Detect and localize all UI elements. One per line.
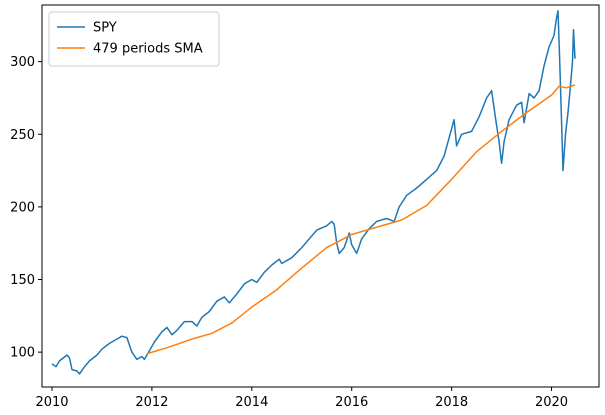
- plot-frame: [41, 4, 600, 388]
- axes-layer: 2010 2012 2014 2016 2018 2020 100 150 200 250 300: [10, 55, 568, 410]
- legend-box: [48, 11, 220, 67]
- x-tick-label-0: 2010: [35, 395, 68, 410]
- y-tick-label-0: 100: [10, 346, 35, 361]
- y-tick-label-2: 200: [10, 200, 35, 215]
- y-tick-label-4: 300: [10, 55, 35, 70]
- y-tick-label-1: 150: [10, 273, 35, 288]
- x-tick-label-3: 2016: [335, 395, 368, 410]
- x-tick-label-4: 2018: [435, 395, 468, 410]
- x-tick-label-1: 2012: [135, 395, 168, 410]
- legend-label-0: SPY: [93, 21, 117, 36]
- series-line-1: [146, 84, 576, 355]
- series-line-0: [51, 10, 576, 375]
- y-tick-label-3: 250: [10, 128, 35, 143]
- legend-label-1: 479 periods SMA: [93, 42, 203, 57]
- series-layer: [51, 10, 576, 375]
- legend: SPY 479 periods SMA: [48, 11, 220, 67]
- x-tick-label-5: 2020: [535, 395, 568, 410]
- plot-area: [42, 5, 599, 387]
- x-tick-label-2: 2014: [235, 395, 268, 410]
